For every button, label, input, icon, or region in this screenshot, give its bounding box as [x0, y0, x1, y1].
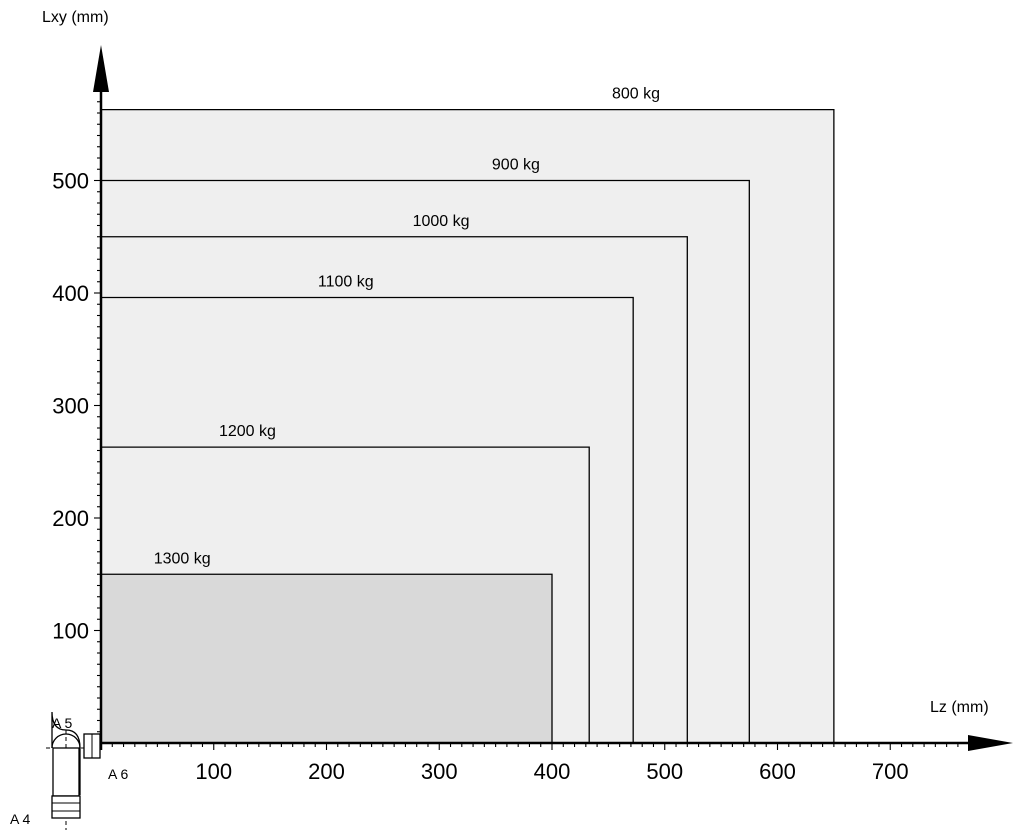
- load-label-900-kg: 900 kg: [492, 157, 540, 174]
- load-label-1300-kg: 1300 kg: [154, 550, 211, 567]
- load-label-800-kg: 800 kg: [612, 86, 660, 103]
- x-tick-label: 100: [195, 759, 232, 784]
- y-tick-label: 200: [52, 506, 89, 531]
- minor-ticks: [94, 89, 982, 750]
- x-tick-label: 600: [759, 759, 796, 784]
- tick-labels: 100 200 300 400 500 600 700 100 200 300 400 500: [52, 169, 908, 785]
- envelope-border-1200-kg: [101, 446, 590, 743]
- envelope-1300-kg: [101, 574, 552, 743]
- load-label-1100-kg: 1100 kg: [318, 274, 374, 291]
- load-envelopes: [101, 108, 835, 743]
- load-label-1200-kg: 1200 kg: [219, 423, 276, 440]
- x-axis-title: Lz (mm): [930, 699, 989, 716]
- load-label-1000-kg: 1000 kg: [413, 213, 470, 230]
- y-axis-arrowhead: [93, 45, 109, 92]
- x-tick-label: 700: [872, 759, 909, 784]
- envelope-border-1300-kg: [101, 573, 553, 743]
- robot-wrist-icon: A 5 A 6 A 4: [10, 711, 128, 830]
- x-tick-label: 400: [534, 759, 571, 784]
- envelope-border-1000-kg: [101, 236, 688, 743]
- envelope-border-1100-kg: [101, 296, 634, 743]
- x-tick-label: 300: [421, 759, 458, 784]
- envelope-border-900-kg: [101, 179, 750, 743]
- a4-label: A 4: [10, 811, 30, 827]
- x-tick-label: 500: [646, 759, 683, 784]
- y-tick-label: 100: [52, 619, 89, 644]
- load-labels: 800 kg 900 kg 1000 kg 1100 kg 1200 kg 1300 kg: [154, 86, 660, 568]
- a5-label: A 5: [52, 715, 72, 731]
- a6-label: A 6: [108, 766, 128, 782]
- y-axis-title: Lxy (mm): [42, 9, 109, 26]
- a4-housing: [52, 747, 80, 797]
- x-tick-label: 200: [308, 759, 345, 784]
- a5-joint-arc: [51, 733, 81, 749]
- axes: 100 200 300 400 500 600 700 100 200 300 400 500 Lxy…: [42, 9, 1013, 784]
- y-tick-label: 400: [52, 281, 89, 306]
- x-axis-arrowhead: [968, 735, 1013, 751]
- envelope-border-800-kg: [101, 108, 835, 743]
- y-tick-label: 300: [52, 394, 89, 419]
- a4-flange: [51, 795, 81, 819]
- y-tick-label: 500: [52, 169, 89, 194]
